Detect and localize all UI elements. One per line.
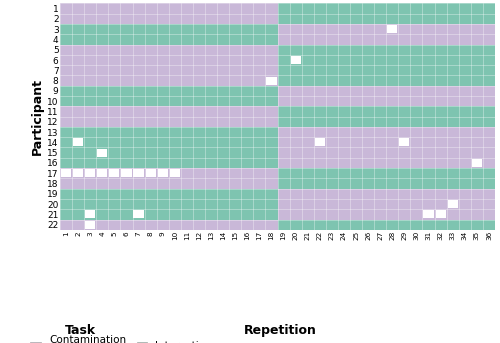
Bar: [60, 220, 278, 230]
Bar: [278, 24, 495, 34]
Bar: [278, 189, 495, 199]
Bar: [60, 178, 278, 189]
Bar: [278, 147, 495, 158]
Bar: [448, 200, 458, 208]
Text: Repetition: Repetition: [244, 324, 316, 337]
Bar: [60, 147, 278, 158]
Bar: [60, 127, 278, 137]
Bar: [73, 139, 83, 146]
Bar: [278, 137, 495, 147]
Bar: [400, 139, 409, 146]
Bar: [387, 25, 398, 33]
Bar: [424, 211, 434, 218]
Bar: [170, 169, 180, 177]
Bar: [278, 96, 495, 106]
Bar: [472, 159, 482, 167]
Bar: [60, 158, 278, 168]
Bar: [146, 169, 156, 177]
Bar: [134, 169, 143, 177]
Bar: [60, 209, 278, 220]
Bar: [278, 65, 495, 75]
Bar: [314, 139, 325, 146]
Bar: [73, 169, 83, 177]
Bar: [60, 189, 278, 199]
Bar: [278, 86, 495, 96]
Bar: [278, 178, 495, 189]
Bar: [278, 55, 495, 65]
Bar: [278, 14, 495, 24]
Bar: [278, 45, 495, 55]
Bar: [60, 24, 278, 34]
Bar: [158, 169, 168, 177]
Bar: [278, 209, 495, 220]
Text: Task: Task: [65, 324, 96, 337]
Bar: [60, 34, 278, 45]
Bar: [60, 75, 278, 86]
Bar: [278, 117, 495, 127]
Bar: [278, 34, 495, 45]
Bar: [85, 211, 96, 218]
Bar: [278, 168, 495, 178]
Bar: [278, 127, 495, 137]
Bar: [290, 56, 300, 64]
Bar: [85, 221, 96, 228]
Bar: [278, 199, 495, 209]
Bar: [278, 3, 495, 14]
Y-axis label: Participant: Participant: [32, 78, 44, 155]
Bar: [97, 169, 108, 177]
Bar: [122, 169, 132, 177]
Bar: [60, 117, 278, 127]
Bar: [278, 158, 495, 168]
Bar: [60, 168, 278, 178]
Bar: [110, 169, 120, 177]
Bar: [61, 169, 71, 177]
Bar: [278, 220, 495, 230]
Bar: [60, 137, 278, 147]
Bar: [60, 3, 278, 14]
Bar: [60, 96, 278, 106]
Bar: [60, 65, 278, 75]
Bar: [278, 106, 495, 117]
Bar: [97, 149, 108, 156]
Bar: [278, 75, 495, 86]
Bar: [60, 14, 278, 24]
Bar: [134, 211, 143, 218]
Bar: [60, 55, 278, 65]
Bar: [85, 169, 96, 177]
Bar: [60, 106, 278, 117]
Bar: [266, 77, 276, 84]
Bar: [60, 86, 278, 96]
Legend: Contamination
detection, Interactions: Contamination detection, Interactions: [26, 331, 222, 343]
Bar: [60, 45, 278, 55]
Bar: [436, 211, 446, 218]
Bar: [60, 199, 278, 209]
